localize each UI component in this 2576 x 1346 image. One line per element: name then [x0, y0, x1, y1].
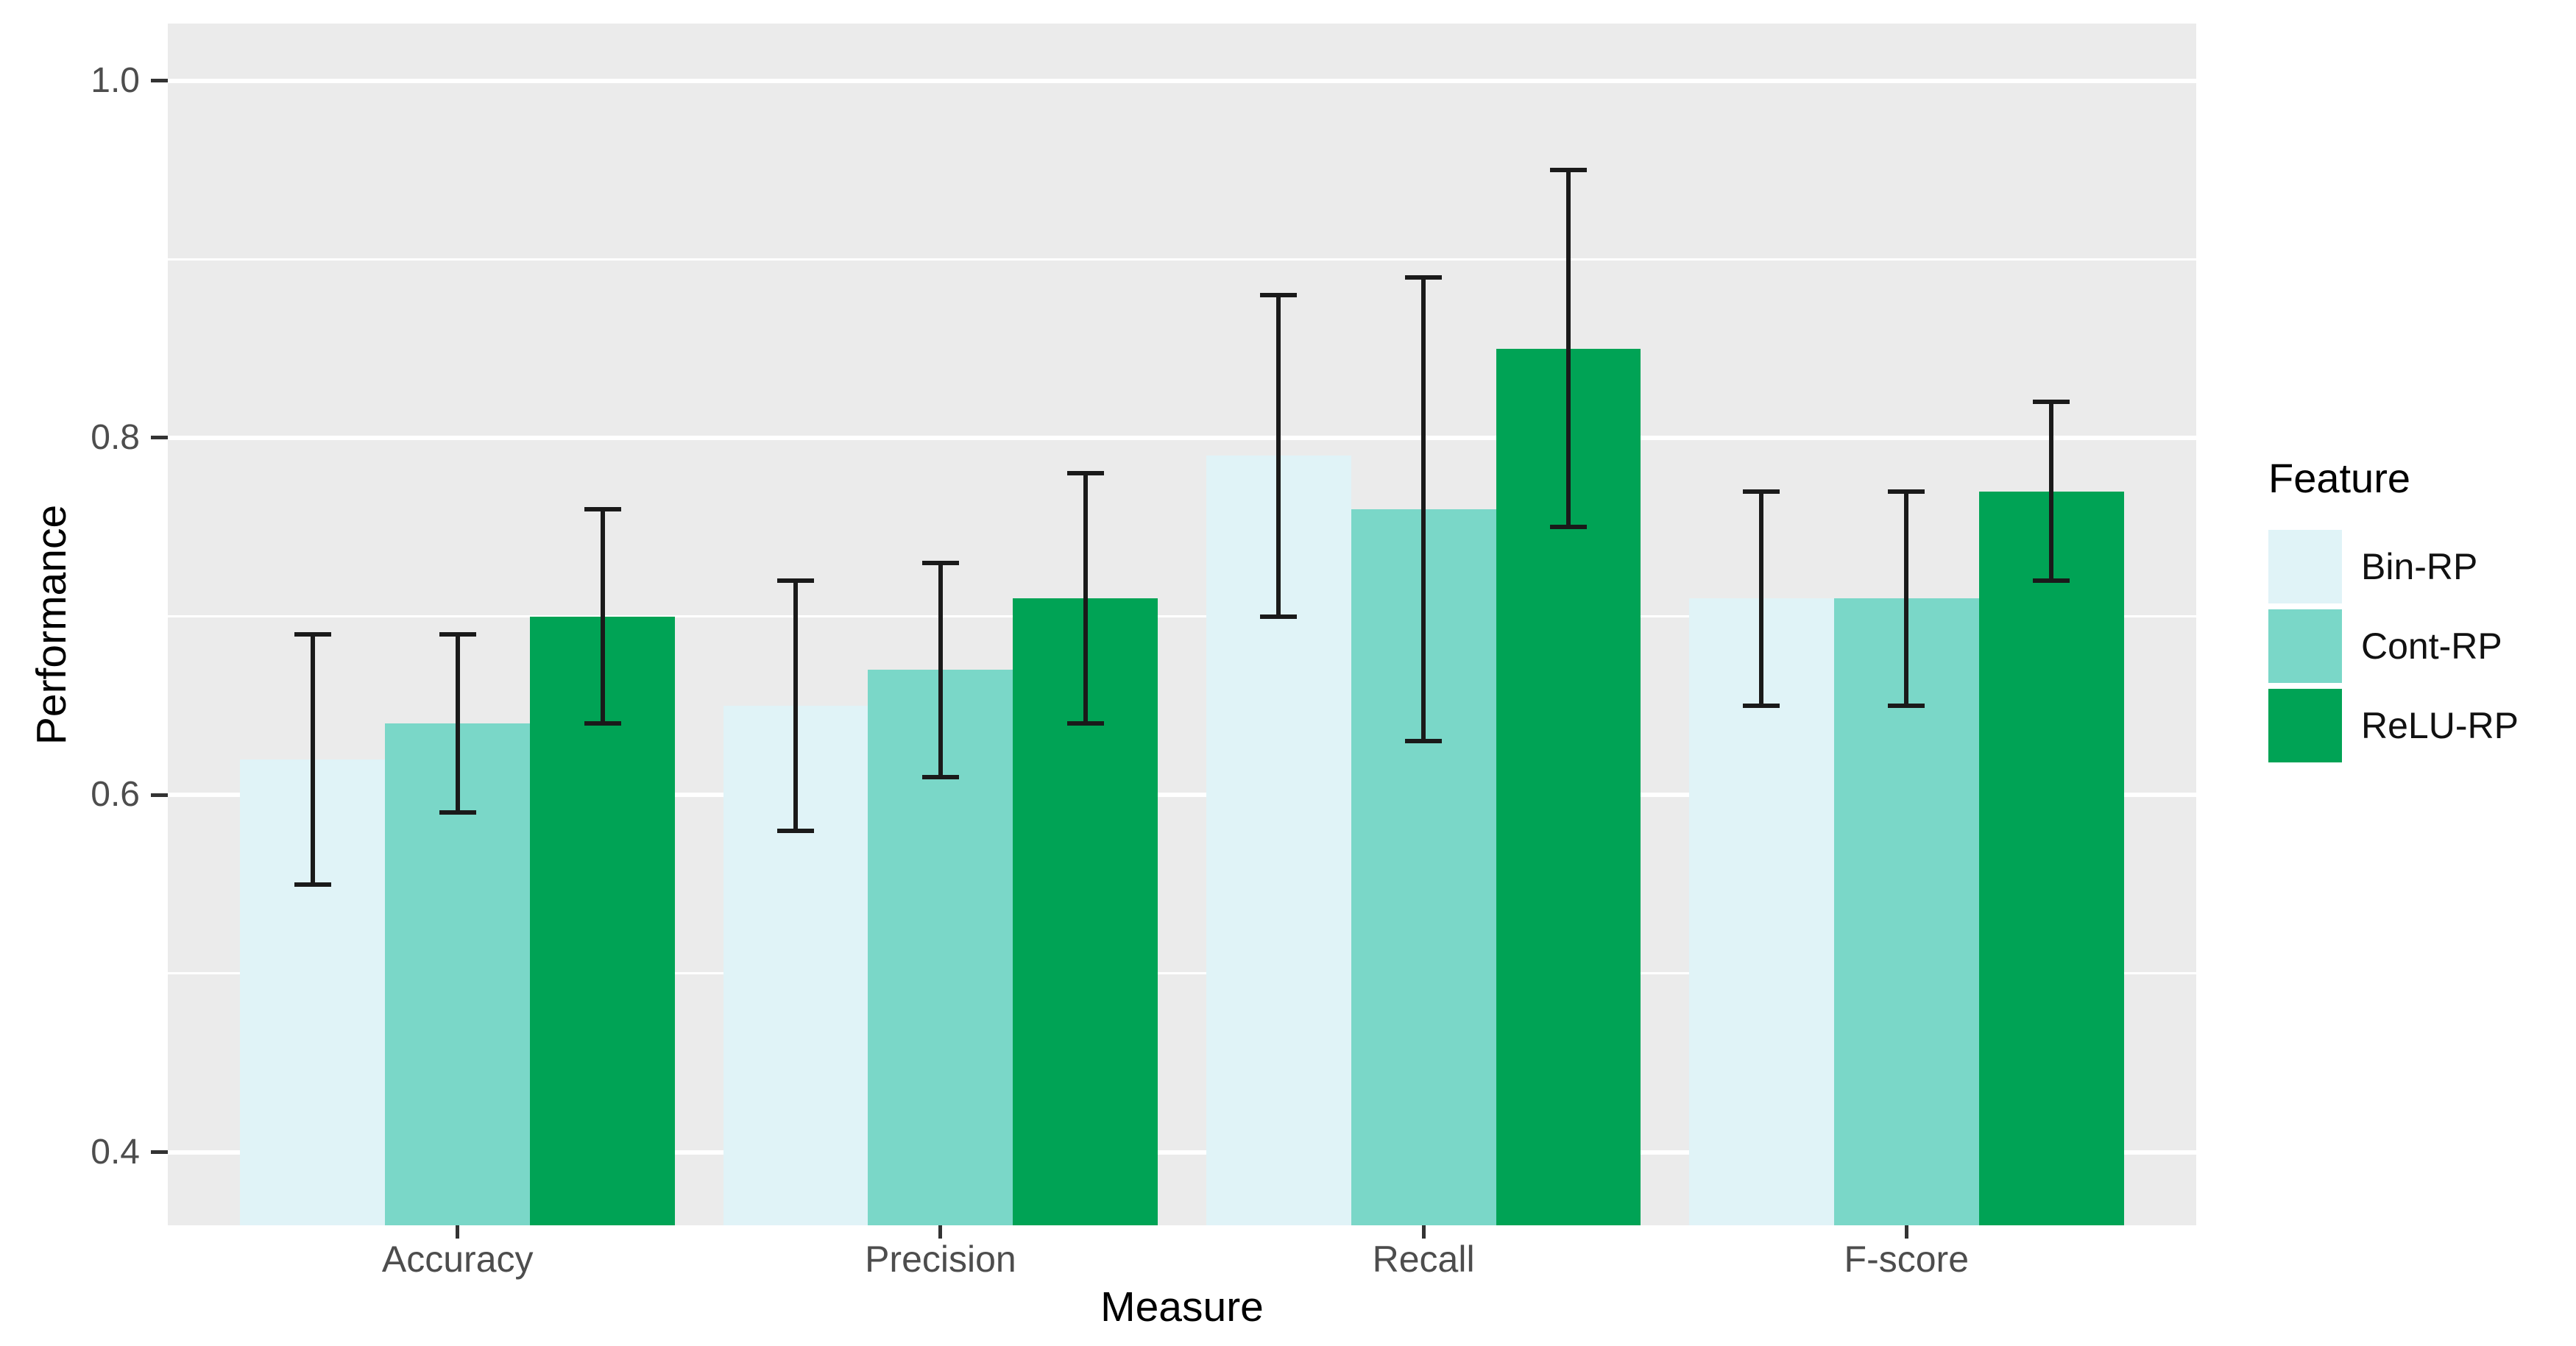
error-bar-cap-bottom [1405, 739, 1443, 744]
error-bar-line [1904, 491, 1909, 706]
y-tick-mark [151, 79, 168, 83]
x-tick-mark [1904, 1225, 1908, 1239]
error-bar-line [2049, 402, 2054, 581]
error-bar-line [600, 509, 605, 724]
error-bar-cap-top [294, 631, 331, 637]
error-bar-cap-bottom [294, 882, 331, 887]
error-bar-cap-top [1066, 471, 1104, 476]
y-major-gridline [168, 78, 2196, 83]
x-tick-mark [456, 1225, 460, 1239]
error-bar-cap-top [1405, 274, 1443, 280]
error-bar-cap-bottom [921, 774, 959, 779]
legend-key-bin-rp [2268, 530, 2342, 603]
x-tick-label: Recall [1372, 1239, 1475, 1280]
y-minor-gridline [168, 615, 2196, 618]
error-bar-cap-bottom [2033, 578, 2070, 584]
y-major-gridline [168, 793, 2196, 798]
legend-label: Cont-RP [2361, 626, 2502, 667]
error-bar-cap-bottom [439, 810, 476, 815]
error-bar-cap-top [1549, 167, 1587, 172]
error-bar-line [938, 562, 943, 777]
error-bar-line [1421, 277, 1426, 742]
error-bar-cap-bottom [584, 721, 621, 726]
y-tick-mark [151, 436, 168, 440]
error-bar-cap-top [584, 506, 621, 511]
legend-key-relu-rp [2268, 689, 2342, 762]
error-bar-cap-bottom [1066, 721, 1104, 726]
error-bar-cap-bottom [1743, 703, 1780, 708]
x-tick-mark [938, 1225, 943, 1239]
error-bar-line [1276, 294, 1281, 617]
x-tick-label: Precision [865, 1239, 1016, 1280]
error-bar-cap-bottom [1260, 614, 1298, 619]
error-bar-cap-bottom [777, 828, 815, 833]
y-major-gridline [168, 435, 2196, 440]
x-tick-label: F-score [1844, 1239, 1970, 1280]
x-axis-title: Measure [1100, 1283, 1264, 1331]
legend-title: Feature [2268, 455, 2410, 501]
y-tick-label: 0.6 [91, 775, 140, 815]
error-bar-cap-bottom [1549, 525, 1587, 530]
error-bar-cap-top [777, 578, 815, 584]
legend-label: Bin-RP [2361, 546, 2478, 587]
error-bar-line [793, 581, 799, 831]
bar-relu-rp-f-score [1978, 491, 2124, 1225]
error-bar-line [1565, 169, 1571, 528]
y-minor-gridline [168, 972, 2196, 975]
legend-label: ReLU-RP [2361, 705, 2519, 746]
y-major-gridline [168, 1150, 2196, 1155]
error-bar-cap-bottom [1888, 703, 1925, 708]
x-tick-label: Accuracy [381, 1239, 534, 1280]
y-tick-label: 0.8 [91, 417, 140, 457]
x-tick-mark [1421, 1225, 1426, 1239]
error-bar-line [310, 634, 315, 885]
error-bar-line [1083, 473, 1088, 724]
error-bar-cap-top [921, 560, 959, 565]
error-bar-line [1759, 491, 1764, 706]
error-bar-cap-top [439, 631, 476, 637]
y-tick-label: 0.4 [91, 1132, 140, 1172]
y-tick-label: 1.0 [91, 60, 140, 100]
error-bar-cap-top [1260, 292, 1298, 297]
legend: Feature Bin-RP Cont-RP ReLU-RP [2252, 442, 2576, 810]
y-tick-mark [151, 1150, 168, 1155]
y-axis-title: Performance [28, 504, 75, 745]
error-bar-line [455, 634, 460, 813]
error-bar-cap-top [1888, 489, 1925, 494]
error-bar-cap-top [2033, 400, 2070, 405]
y-minor-gridline [168, 258, 2196, 261]
y-tick-mark [151, 793, 168, 797]
legend-key-cont-rp [2268, 609, 2342, 683]
error-bar-cap-top [1743, 489, 1780, 494]
